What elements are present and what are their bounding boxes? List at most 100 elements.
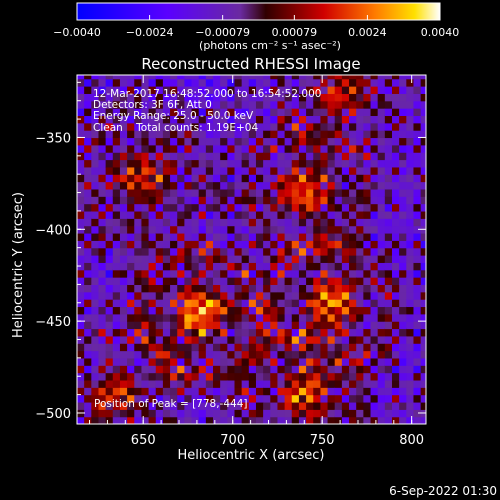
heatmap-cell — [170, 277, 178, 285]
heatmap-cell — [334, 240, 343, 249]
heatmap-cell — [105, 108, 114, 117]
heatmap-cell — [255, 210, 264, 219]
heatmap-cell — [263, 86, 271, 94]
heatmap-cell — [327, 247, 336, 256]
heatmap-cell — [291, 137, 300, 146]
heatmap-cell — [112, 394, 121, 403]
heatmap-cell — [420, 152, 426, 161]
heatmap-cell — [170, 108, 178, 117]
heatmap-cell — [255, 144, 264, 153]
heatmap-cell — [170, 130, 178, 139]
heatmap-cell — [84, 115, 92, 124]
heatmap-cell — [277, 328, 286, 337]
heatmap-cell — [198, 75, 207, 80]
heatmap-cell — [377, 379, 386, 388]
heatmap-cell — [384, 394, 393, 403]
heatmap-cell — [341, 299, 350, 308]
heatmap-cell — [141, 313, 150, 322]
heatmap-cell — [420, 100, 426, 109]
heatmap-cell — [391, 328, 400, 337]
heatmap-cell — [399, 387, 407, 396]
heatmap-cell — [377, 394, 386, 403]
heatmap-cell — [191, 394, 200, 403]
heatmap-cell — [241, 350, 250, 359]
heatmap-cell — [177, 401, 185, 410]
heatmap-cell — [162, 203, 171, 212]
heatmap-cell — [112, 100, 121, 109]
heatmap-cell — [227, 203, 236, 212]
heatmap-cell — [148, 343, 157, 352]
heatmap-cell — [263, 350, 271, 359]
heatmap-cell — [134, 343, 143, 352]
heatmap-cell — [105, 350, 114, 359]
heatmap-cell — [327, 357, 336, 366]
heatmap-cell — [284, 152, 293, 161]
heatmap-cell — [220, 299, 228, 308]
heatmap-cell — [91, 409, 100, 418]
heatmap-cell — [334, 321, 343, 330]
heatmap-cell — [191, 225, 200, 234]
heatmap-cell — [320, 343, 329, 352]
heatmap-cell — [198, 335, 207, 344]
heatmap-cell — [134, 122, 143, 131]
heatmap-cell — [148, 218, 157, 227]
heatmap-cell — [112, 225, 121, 234]
heatmap-cell — [84, 284, 92, 293]
heatmap-cell — [391, 247, 400, 256]
heatmap-cell — [313, 379, 322, 388]
heatmap-cell — [198, 394, 207, 403]
heatmap-cell — [119, 108, 128, 117]
heatmap-cell — [327, 166, 336, 175]
heatmap-cell — [98, 240, 107, 249]
heatmap-cell — [205, 343, 214, 352]
heatmap-cell — [284, 255, 293, 263]
heatmap-cell — [234, 130, 243, 139]
heatmap-cell — [349, 210, 357, 219]
heatmap-cell — [320, 394, 329, 403]
heatmap-cell — [334, 159, 343, 168]
heatmap-cell — [191, 255, 200, 263]
heatmap-cell — [141, 166, 150, 175]
heatmap-cell — [341, 321, 350, 330]
heatmap-cell — [255, 137, 264, 146]
heatmap-cell — [205, 86, 214, 94]
heatmap-cell — [298, 313, 307, 322]
heatmap-cell — [234, 166, 243, 175]
heatmap-cell — [420, 174, 426, 183]
heatmap-cell — [356, 306, 364, 315]
heatmap-cell — [270, 159, 279, 168]
heatmap-cell — [213, 416, 221, 424]
heatmap-cell — [377, 93, 386, 102]
heatmap-cell — [234, 75, 243, 80]
heatmap-cell — [155, 328, 164, 337]
heatmap-cell — [384, 291, 393, 300]
heatmap-cell — [277, 122, 286, 131]
heatmap-cell — [141, 291, 150, 300]
heatmap-cell — [363, 93, 372, 102]
heatmap-cell — [270, 188, 279, 197]
heatmap-cell — [84, 416, 92, 424]
heatmap-cell — [248, 203, 257, 212]
heatmap-cell — [334, 335, 343, 344]
heatmap-cell — [356, 416, 364, 424]
heatmap-cell — [184, 416, 193, 424]
heatmap-cell — [134, 93, 143, 102]
heatmap-cell — [119, 409, 128, 418]
heatmap-cell — [413, 321, 422, 330]
heatmap-cell — [320, 93, 329, 102]
heatmap-cell — [263, 210, 271, 219]
heatmap-cell — [306, 291, 314, 300]
heatmap-cell — [356, 387, 364, 396]
heatmap-cell — [234, 181, 243, 190]
heatmap-cell — [84, 328, 92, 337]
heatmap-cell — [191, 291, 200, 300]
heatmap-cell — [77, 365, 85, 374]
heatmap-cell — [327, 86, 336, 94]
heatmap-cell — [399, 75, 407, 80]
heatmap-cell — [105, 115, 114, 124]
heatmap-cell — [356, 409, 364, 418]
heatmap-cell — [84, 247, 92, 256]
heatmap-cell — [298, 262, 307, 271]
heatmap-cell — [356, 262, 364, 271]
heatmap-cell — [234, 277, 243, 285]
